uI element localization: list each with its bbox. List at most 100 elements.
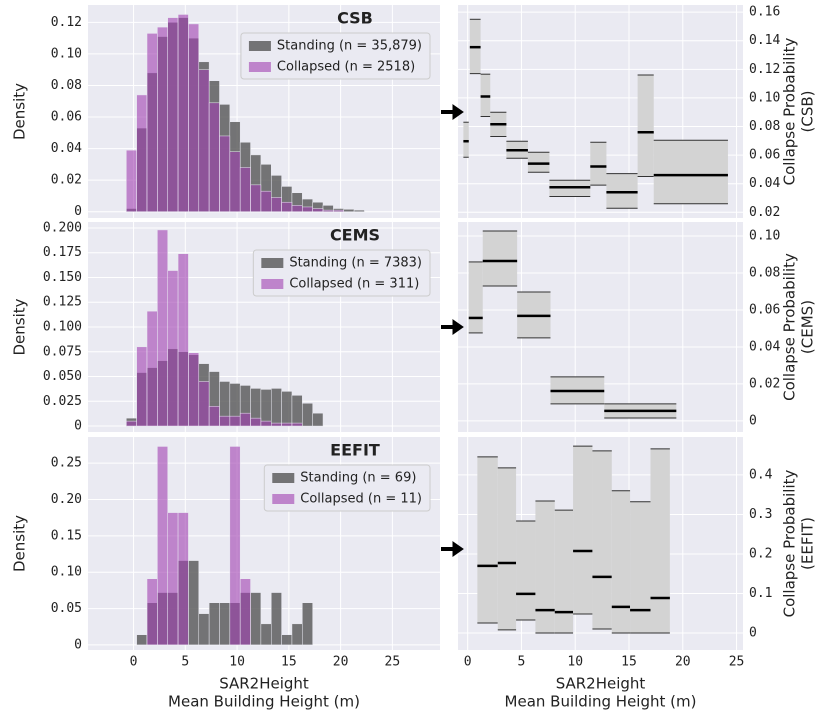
y-tick-label: 0: [749, 626, 757, 641]
interval-box: [477, 456, 498, 624]
interval-box: [653, 140, 728, 204]
interval-box: [482, 231, 518, 286]
x-tick-label: 10: [567, 655, 583, 670]
histogram-bar: [208, 602, 220, 646]
histogram-bar: [198, 69, 210, 212]
interval-box: [650, 448, 670, 634]
histogram-bar: [250, 592, 262, 646]
histogram-bar: [167, 270, 179, 427]
y-tick-label: 0.04: [51, 141, 82, 156]
y-axis-label: (CSB): [799, 91, 817, 133]
histogram-bar: [270, 592, 282, 646]
y-tick-label: 0.08: [749, 119, 780, 134]
y-tick-label: 0.10: [51, 46, 82, 61]
histogram-bar: [302, 403, 313, 427]
x-axis-label: Mean Building Height (m): [168, 693, 360, 711]
histogram-bar: [146, 33, 158, 212]
legend-label: Standing (n = 7383): [289, 256, 422, 271]
panel-title: CSB: [337, 9, 373, 28]
x-axis-label: SAR2Height: [219, 675, 309, 693]
histogram-bar: [219, 602, 231, 646]
legend-label: Standing (n = 35,879): [277, 39, 422, 54]
y-axis-label: Density: [11, 83, 29, 140]
x-tick-label: 0: [464, 655, 472, 670]
histogram-bar: [270, 388, 282, 427]
histogram-bar: [322, 209, 334, 212]
x-tick-label: 5: [518, 655, 526, 670]
histogram-bar: [126, 149, 137, 212]
y-tick-label: 0: [74, 419, 82, 434]
legend: Standing (n = 69) Collapsed (n = 11): [263, 464, 431, 512]
y-tick-label: 0.20: [51, 492, 82, 507]
y-tick-label: 0.05: [51, 601, 82, 616]
arrows: [441, 104, 464, 557]
y-tick-label: 0.12: [51, 15, 82, 30]
y-tick-label: 0.02: [749, 376, 780, 391]
histogram-bar: [260, 389, 272, 427]
y-tick-label: 0.06: [51, 110, 82, 125]
legend-label: Collapsed (n = 2518): [277, 60, 415, 75]
y-tick-label: 0.050: [43, 369, 82, 384]
y-axis-label: Collapse Probability: [781, 253, 799, 401]
arrow-head: [452, 104, 464, 120]
histogram-bar: [229, 446, 241, 646]
histogram-bar: [157, 26, 168, 212]
y-tick-label: 0.08: [749, 266, 780, 281]
histogram-bar: [126, 420, 137, 427]
histogram-bar: [291, 422, 303, 427]
x-tick-label: 15: [621, 655, 637, 670]
y-tick-label: 0: [749, 413, 757, 428]
panel: 0 5 10 15 20 25 0 0.05 0.10 0.15 0.20 0.25 SAR2Heigh…: [11, 437, 440, 711]
x-tick-label: 25: [385, 655, 401, 670]
histogram-bar: [281, 634, 293, 646]
histogram-bar: [208, 405, 220, 427]
x-tick-label: 10: [229, 655, 245, 670]
legend-box: [240, 32, 431, 80]
panel-title: EEFIT: [330, 441, 380, 460]
histogram-bar: [219, 415, 231, 427]
histogram-bar: [343, 209, 355, 212]
y-tick-label: 0.02: [51, 173, 82, 188]
y-tick-label: 0.04: [749, 339, 780, 354]
panel: 0 0.02 0.04 0.06 0.08 0.10 0.12 Density CSB Stand…: [11, 5, 440, 219]
histogram-bar: [291, 395, 303, 427]
y-tick-label: 0.200: [43, 220, 82, 235]
y-axis-label: (EEFIT): [799, 517, 817, 570]
interval-box: [592, 450, 612, 630]
panel: 0.02 0.04 0.06 0.08 0.10 0.12 0.14 0.16 Collapse…: [458, 5, 817, 220]
interval-box: [606, 173, 638, 209]
legend-box: [263, 464, 431, 512]
histogram-bar: [229, 415, 241, 427]
y-tick-label: 0.10: [749, 229, 780, 244]
interval-box: [590, 142, 607, 186]
interval-box: [463, 122, 469, 158]
histogram-bar: [302, 206, 313, 212]
histogram-bar: [219, 135, 231, 212]
y-tick-label: 0.06: [749, 148, 780, 163]
histogram-bar: [281, 391, 293, 427]
histogram-bar: [291, 623, 303, 646]
y-tick-label: 0.02: [749, 205, 780, 220]
legend: Standing (n = 35,879) Collapsed (n = 2518…: [240, 32, 431, 80]
histogram-bar: [239, 167, 251, 212]
panel: 0 0.025 0.050 0.075 0.100 0.125 0.150 0.175 0.20…: [11, 220, 440, 434]
histogram-bar: [281, 201, 293, 212]
histogram-bar: [157, 446, 168, 646]
legend: Standing (n = 7383) Collapsed (n = 311): [252, 249, 431, 297]
histogram-bar: [291, 205, 303, 212]
y-tick-label: 0.25: [51, 456, 82, 471]
histogram-bar: [177, 253, 189, 427]
y-tick-label: 0.4: [749, 467, 773, 482]
histogram-bar: [146, 310, 158, 427]
y-tick-label: 0.06: [749, 302, 780, 317]
y-tick-label: 0.10: [749, 90, 780, 105]
histogram-bar: [250, 184, 262, 212]
y-tick-label: 0.100: [43, 320, 82, 335]
interval-box: [630, 501, 651, 634]
x-tick-label: 15: [281, 655, 297, 670]
histogram-bar: [353, 209, 365, 212]
legend-swatch: [248, 62, 271, 72]
interval-box: [573, 446, 593, 615]
